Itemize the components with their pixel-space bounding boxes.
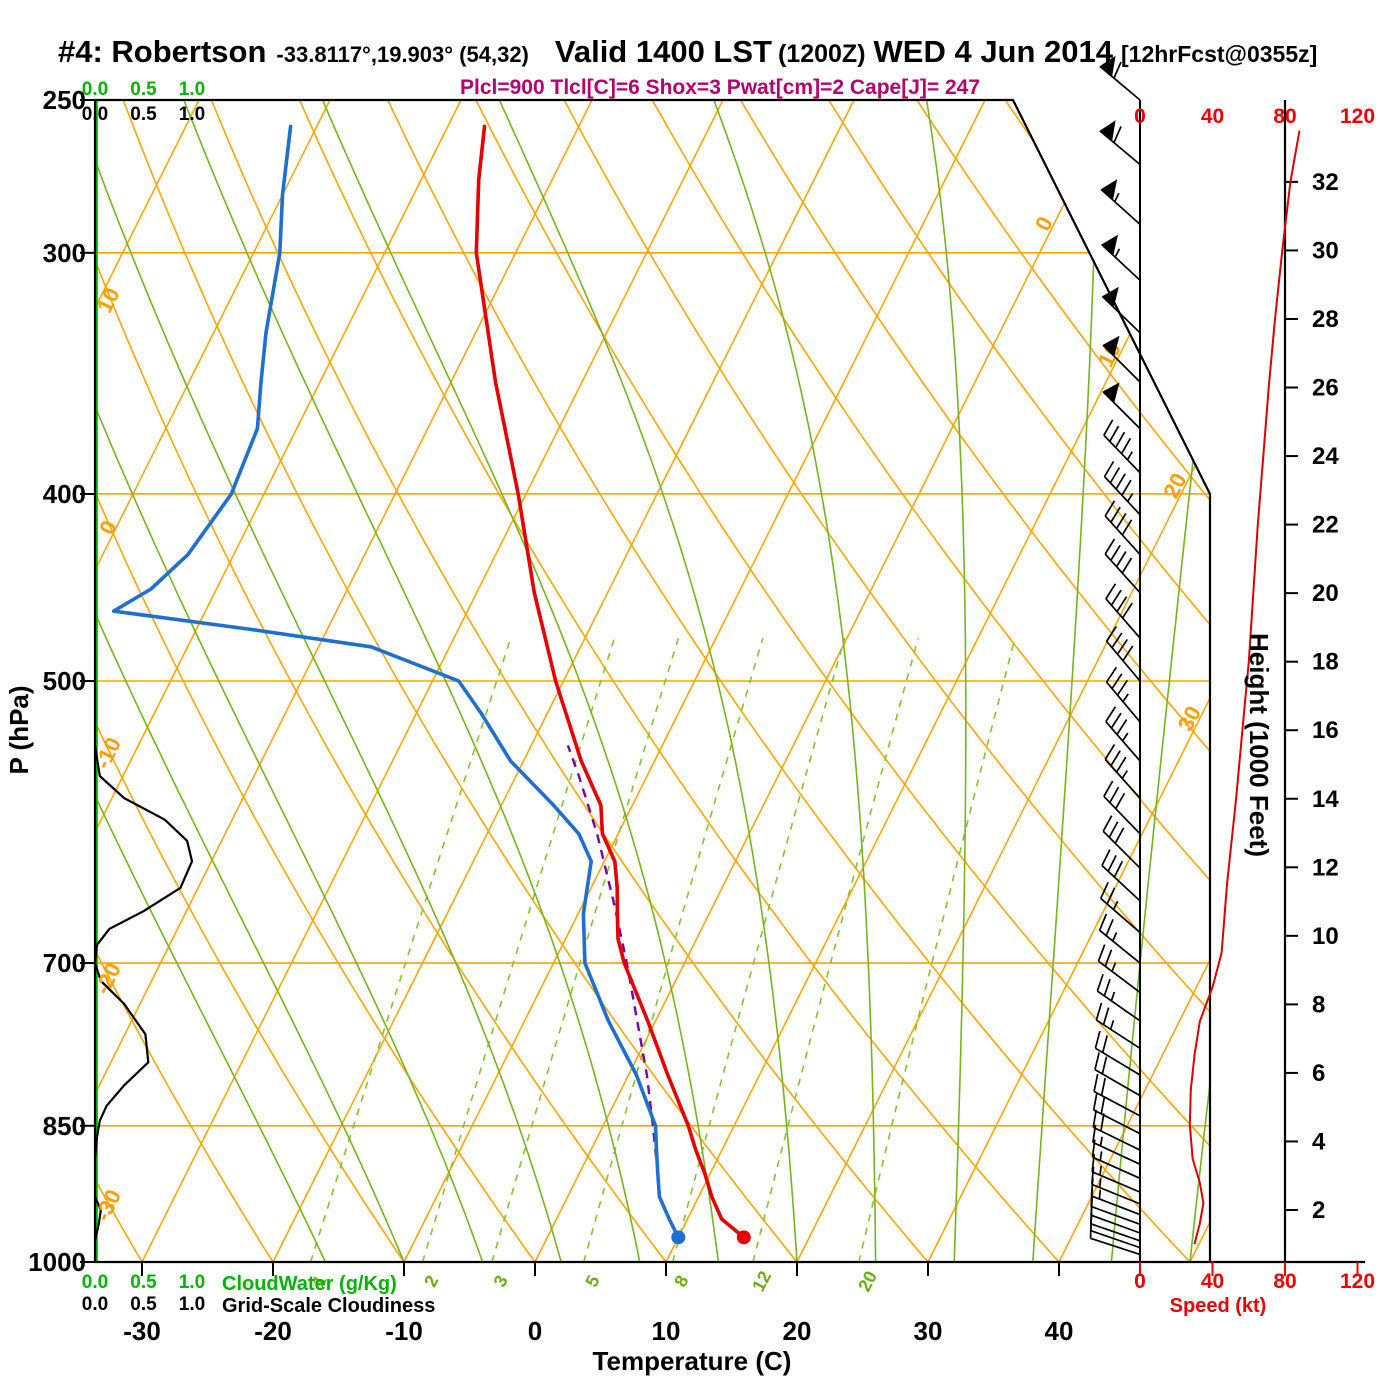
- svg-text:0: 0: [94, 517, 122, 539]
- temperature-axis-title: Temperature (C): [593, 1346, 792, 1376]
- valid-time: Valid 1400 LST: [554, 34, 772, 69]
- surface-dewpoint-dot: [671, 1230, 686, 1245]
- valid-zulu: (1200Z): [777, 40, 866, 68]
- pressure-axis-title: P (hPa): [4, 685, 34, 774]
- profile-layer: [95, 100, 751, 1262]
- svg-text:250: 250: [43, 85, 86, 115]
- svg-text:10: 10: [1312, 923, 1339, 950]
- svg-text:850: 850: [43, 1111, 86, 1141]
- svg-text:20: 20: [1158, 469, 1191, 502]
- svg-text:120: 120: [1340, 1270, 1375, 1293]
- svg-text:8: 8: [1312, 991, 1325, 1018]
- svg-text:300: 300: [43, 238, 86, 268]
- svg-text:4: 4: [1312, 1128, 1326, 1155]
- svg-text:80: 80: [1273, 105, 1296, 128]
- svg-text:700: 700: [43, 948, 86, 978]
- svg-text:20: 20: [783, 1316, 812, 1346]
- svg-text:28: 28: [1312, 306, 1339, 333]
- svg-text:8: 8: [670, 1272, 692, 1290]
- svg-text:12: 12: [748, 1268, 775, 1295]
- svg-text:16: 16: [1312, 717, 1339, 744]
- svg-text:500: 500: [43, 666, 86, 696]
- svg-text:0.5: 0.5: [130, 79, 157, 100]
- svg-text:5: 5: [581, 1272, 603, 1290]
- svg-text:1.0: 1.0: [179, 1272, 205, 1293]
- forecast-tag: [12hrFcst@0355z]: [1121, 41, 1318, 67]
- svg-text:3: 3: [490, 1272, 512, 1290]
- svg-text:-20: -20: [254, 1316, 292, 1346]
- svg-text:1.0: 1.0: [179, 104, 205, 125]
- svg-text:0.5: 0.5: [130, 104, 157, 125]
- svg-text:0: 0: [528, 1316, 542, 1346]
- svg-text:14: 14: [1312, 786, 1339, 813]
- svg-text:0.0: 0.0: [82, 104, 108, 125]
- svg-text:22: 22: [1312, 512, 1339, 539]
- svg-text:32: 32: [1312, 169, 1339, 196]
- svg-text:400: 400: [43, 479, 86, 509]
- station-title: #4: Robertson: [58, 34, 267, 69]
- svg-text:40: 40: [1045, 1316, 1074, 1346]
- cloudwater-axis-title: CloudWater (g/Kg): [222, 1273, 397, 1295]
- svg-text:30: 30: [1312, 237, 1339, 264]
- title-bar: #4: Robertson -33.8117°,19.903° (54,32) Va…: [58, 34, 1317, 70]
- svg-text:2: 2: [420, 1272, 442, 1290]
- svg-text:0: 0: [1134, 1270, 1146, 1293]
- svg-text:1000: 1000: [28, 1247, 86, 1277]
- svg-text:2: 2: [1312, 1197, 1325, 1224]
- svg-text:80: 80: [1273, 1270, 1296, 1293]
- svg-text:0.0: 0.0: [82, 79, 108, 100]
- station-coords: -33.8117°,19.903° (54,32): [276, 42, 529, 67]
- svg-text:1.0: 1.0: [179, 1294, 205, 1315]
- svg-text:20: 20: [1312, 580, 1339, 607]
- svg-text:40: 40: [1201, 1270, 1224, 1293]
- svg-text:20: 20: [854, 1268, 881, 1295]
- svg-text:18: 18: [1312, 649, 1339, 676]
- svg-text:120: 120: [1340, 105, 1375, 128]
- valid-date: WED 4 Jun 2014: [873, 34, 1114, 69]
- svg-text:0.0: 0.0: [82, 1294, 108, 1315]
- svg-text:10: 10: [652, 1316, 681, 1346]
- svg-text:6: 6: [1312, 1060, 1325, 1087]
- svg-text:26: 26: [1312, 375, 1339, 402]
- svg-text:0.0: 0.0: [82, 1272, 108, 1293]
- wind-barb-layer: [1089, 55, 1141, 1256]
- svg-text:12: 12: [1312, 854, 1339, 881]
- svg-text:0.5: 0.5: [130, 1294, 157, 1315]
- svg-text:0: 0: [1134, 105, 1146, 128]
- svg-text:0.5: 0.5: [130, 1272, 157, 1293]
- speed-axis-title: Speed (kt): [1170, 1295, 1267, 1317]
- svg-text:30: 30: [1173, 702, 1206, 735]
- grid-layer: [95, 100, 1210, 1262]
- svg-text:0: 0: [1030, 212, 1058, 234]
- surface-temperature-dot: [736, 1230, 751, 1245]
- svg-text:40: 40: [1201, 105, 1224, 128]
- cloudiness-axis-title: Grid-Scale Cloudiness: [222, 1295, 435, 1317]
- svg-text:1.0: 1.0: [179, 79, 205, 100]
- svg-text:30: 30: [914, 1316, 943, 1346]
- svg-text:-30: -30: [123, 1316, 161, 1346]
- height-axis-title: Height (1000 Feet): [1244, 633, 1274, 857]
- svg-text:-10: -10: [385, 1316, 423, 1346]
- svg-text:24: 24: [1312, 443, 1339, 470]
- stability-params: Plcl=900 Tlcl[C]=6 Shox=3 Pwat[cm]=2 Cap…: [460, 76, 980, 99]
